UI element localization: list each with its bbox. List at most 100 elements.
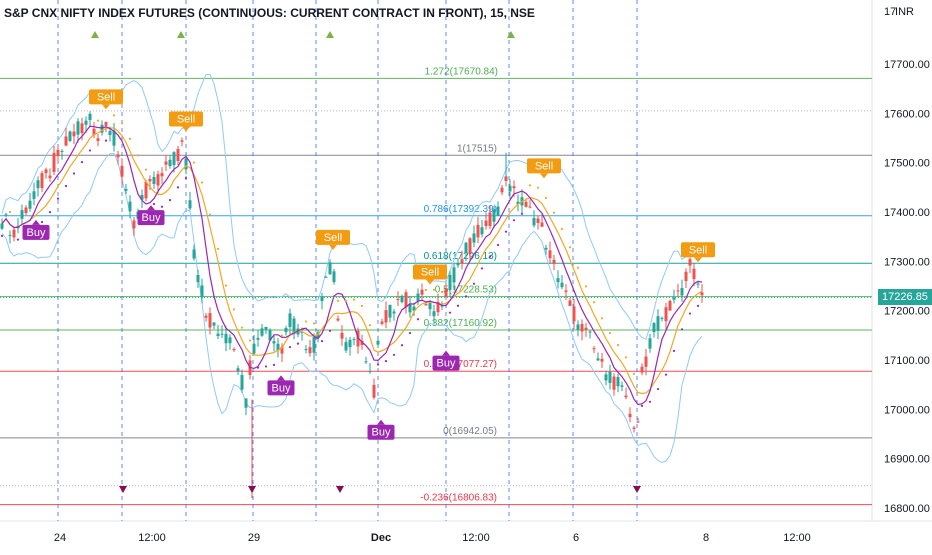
- candle-body: [228, 337, 232, 344]
- candle-body: [244, 398, 248, 408]
- trailing-stop-dot: [688, 312, 692, 315]
- candle-body: [40, 173, 44, 189]
- candle-body: [516, 201, 520, 205]
- trailing-stop-dot: [304, 320, 308, 323]
- trailing-stop-dot: [168, 198, 172, 202]
- sell-signal-box: [89, 89, 123, 105]
- buy-signal-box: [22, 224, 50, 240]
- candle-body: [628, 413, 632, 418]
- candle-body: [344, 342, 348, 351]
- buy-signal-label: Buy: [437, 358, 456, 370]
- candle-body: [392, 311, 396, 314]
- candle-body: [652, 323, 656, 333]
- sell-signal-box: [413, 264, 447, 280]
- candle-body: [500, 187, 504, 193]
- sell-signal: Sell: [169, 111, 203, 132]
- candle-body: [476, 224, 480, 238]
- candle-body: [128, 201, 132, 212]
- candle-body: [280, 346, 284, 354]
- candle-body: [156, 174, 160, 186]
- candle-body: [672, 297, 676, 300]
- trailing-stop-dot: [344, 299, 348, 302]
- candle-body: [116, 154, 120, 158]
- trailing-stop-dot: [112, 114, 116, 117]
- candle-body: [240, 374, 244, 390]
- candle-body: [76, 121, 80, 135]
- price-tick-label: 17400.00: [884, 207, 930, 219]
- candle-body: [256, 337, 260, 340]
- trailing-stop-dot: [432, 288, 436, 291]
- candle-body: [336, 318, 340, 321]
- sell-signal-label: Sell: [177, 114, 195, 126]
- trailing-stop-dot: [488, 255, 492, 258]
- candle-body: [192, 249, 196, 259]
- currency-label: INR: [895, 6, 914, 18]
- candle-body: [440, 305, 444, 307]
- candle-body: [668, 300, 672, 311]
- sell-signal-label: Sell: [689, 244, 707, 256]
- candle-body: [124, 189, 128, 191]
- trailing-stop-dot: [152, 202, 156, 206]
- candle-body: [200, 285, 204, 298]
- candle-body: [204, 315, 208, 318]
- up-arrow-icon: [177, 31, 185, 38]
- sell-signal-label: Sell: [535, 160, 553, 172]
- candle-body: [608, 371, 612, 384]
- up-arrow-icon: [91, 31, 99, 38]
- candle-body: [32, 191, 36, 199]
- candle-body: [480, 227, 484, 235]
- candle-body: [152, 176, 156, 184]
- candle-body: [284, 327, 288, 333]
- down-arrow-icon: [248, 486, 256, 493]
- trailing-stop-dot: [328, 329, 332, 333]
- trailing-stop-dot: [368, 324, 372, 327]
- trailing-stop-dot: [0, 234, 4, 237]
- trailing-stop-dot: [472, 282, 476, 285]
- down-arrow-icon: [119, 486, 127, 493]
- candle-body: [560, 282, 564, 288]
- candle-body: [376, 340, 380, 345]
- candle-body: [292, 318, 296, 334]
- candle-body: [548, 250, 552, 259]
- price-tick-label: 17700.00: [884, 59, 930, 71]
- candle-body: [164, 161, 168, 165]
- time-tick-label: 29: [248, 532, 260, 544]
- bollinger-lower: [1, 152, 703, 464]
- sell-signal-pointer: [426, 279, 434, 285]
- candle-body: [576, 324, 580, 330]
- candle-body: [100, 124, 104, 133]
- candle-body: [572, 306, 576, 322]
- trailing-stop-dot: [272, 363, 276, 366]
- trailing-stop-dot: [424, 288, 428, 292]
- candle-body: [96, 138, 100, 141]
- trailing-stop-dot: [512, 219, 516, 222]
- candle-body: [276, 343, 280, 351]
- buy-signal: Buy: [137, 205, 165, 226]
- candle-body: [220, 333, 224, 335]
- trailing-stop-dot: [240, 326, 244, 329]
- trailing-stop-dot: [664, 373, 668, 376]
- trailing-stop-dot: [568, 246, 572, 249]
- trailing-stop-dot: [320, 340, 324, 343]
- candle-body: [588, 331, 592, 333]
- candle-body: [148, 179, 152, 182]
- candle-body: [688, 259, 692, 266]
- trailing-stop-dot: [136, 154, 140, 157]
- trailing-stop-dot: [592, 301, 596, 304]
- sell-signal-label: Sell: [421, 266, 439, 278]
- price-tick-label: 16800.00: [884, 503, 930, 515]
- trailing-stop-dot: [384, 359, 388, 363]
- candle-body: [644, 356, 648, 367]
- trailing-stop-dot: [216, 247, 220, 250]
- trailing-stop-dot: [120, 122, 124, 125]
- trailing-stop-dot: [496, 243, 500, 247]
- buy-signal-pointer: [442, 350, 450, 356]
- candle-body: [216, 333, 220, 336]
- buy-signal-label: Buy: [142, 212, 161, 224]
- trailing-stop-dot: [400, 344, 404, 347]
- trailing-stop-dot: [416, 318, 420, 321]
- trailing-stop-dot: [392, 353, 396, 356]
- candle-body: [604, 374, 608, 381]
